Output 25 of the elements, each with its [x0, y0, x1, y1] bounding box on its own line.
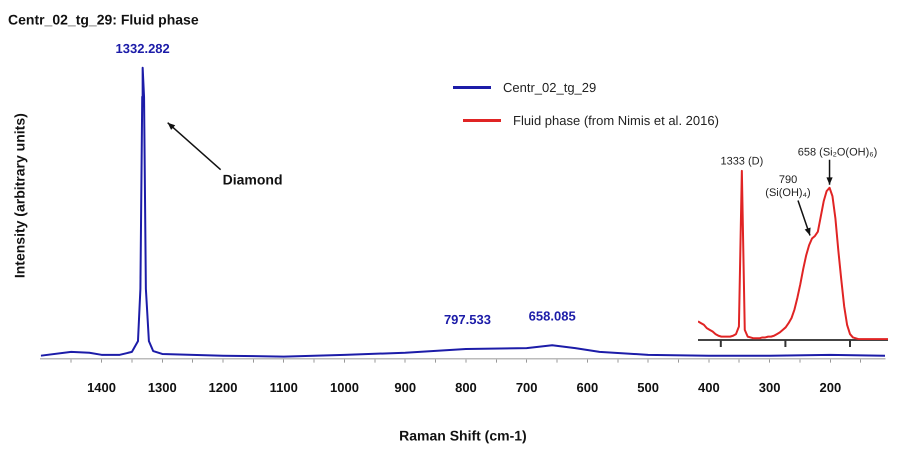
annotation: 1333 (D) — [720, 155, 764, 168]
x-tick-label: 500 — [637, 380, 659, 395]
annotation: 658.085 — [528, 308, 576, 324]
x-tick-label: 300 — [758, 380, 780, 395]
x-tick-label: 1400 — [87, 380, 116, 395]
x-tick-label: 700 — [516, 380, 538, 395]
x-tick-label: 1300 — [148, 380, 177, 395]
legend-label: Fluid phase (from Nimis et al. 2016) — [513, 112, 719, 128]
x-tick-label: 600 — [576, 380, 598, 395]
x-tick-label: 200 — [819, 380, 842, 395]
x-axis-title: Raman Shift (cm-1) — [399, 427, 527, 444]
legend-label: Centr_02_tg_29 — [503, 80, 596, 94]
x-tick-label: 400 — [698, 380, 720, 395]
y-axis-title: Intensity (arbitrary units) — [11, 113, 28, 278]
annotation: 1332.282 — [116, 40, 170, 56]
annotation: 790 (Si(OH)₄) — [765, 174, 811, 200]
chart-title: Centr_02_tg_29: Fluid phase — [8, 11, 199, 28]
x-tick-label: 1200 — [208, 380, 238, 395]
annotation: Diamond — [222, 172, 283, 188]
annotation: 658 (Si₂O(OH)₆) — [798, 146, 878, 158]
x-tick-label: 900 — [394, 380, 416, 395]
annotation: 797.533 — [444, 312, 491, 328]
x-tick-label: 1100 — [270, 380, 298, 395]
x-tick-label: 800 — [455, 380, 477, 395]
x-tick-label: 1000 — [330, 380, 359, 395]
